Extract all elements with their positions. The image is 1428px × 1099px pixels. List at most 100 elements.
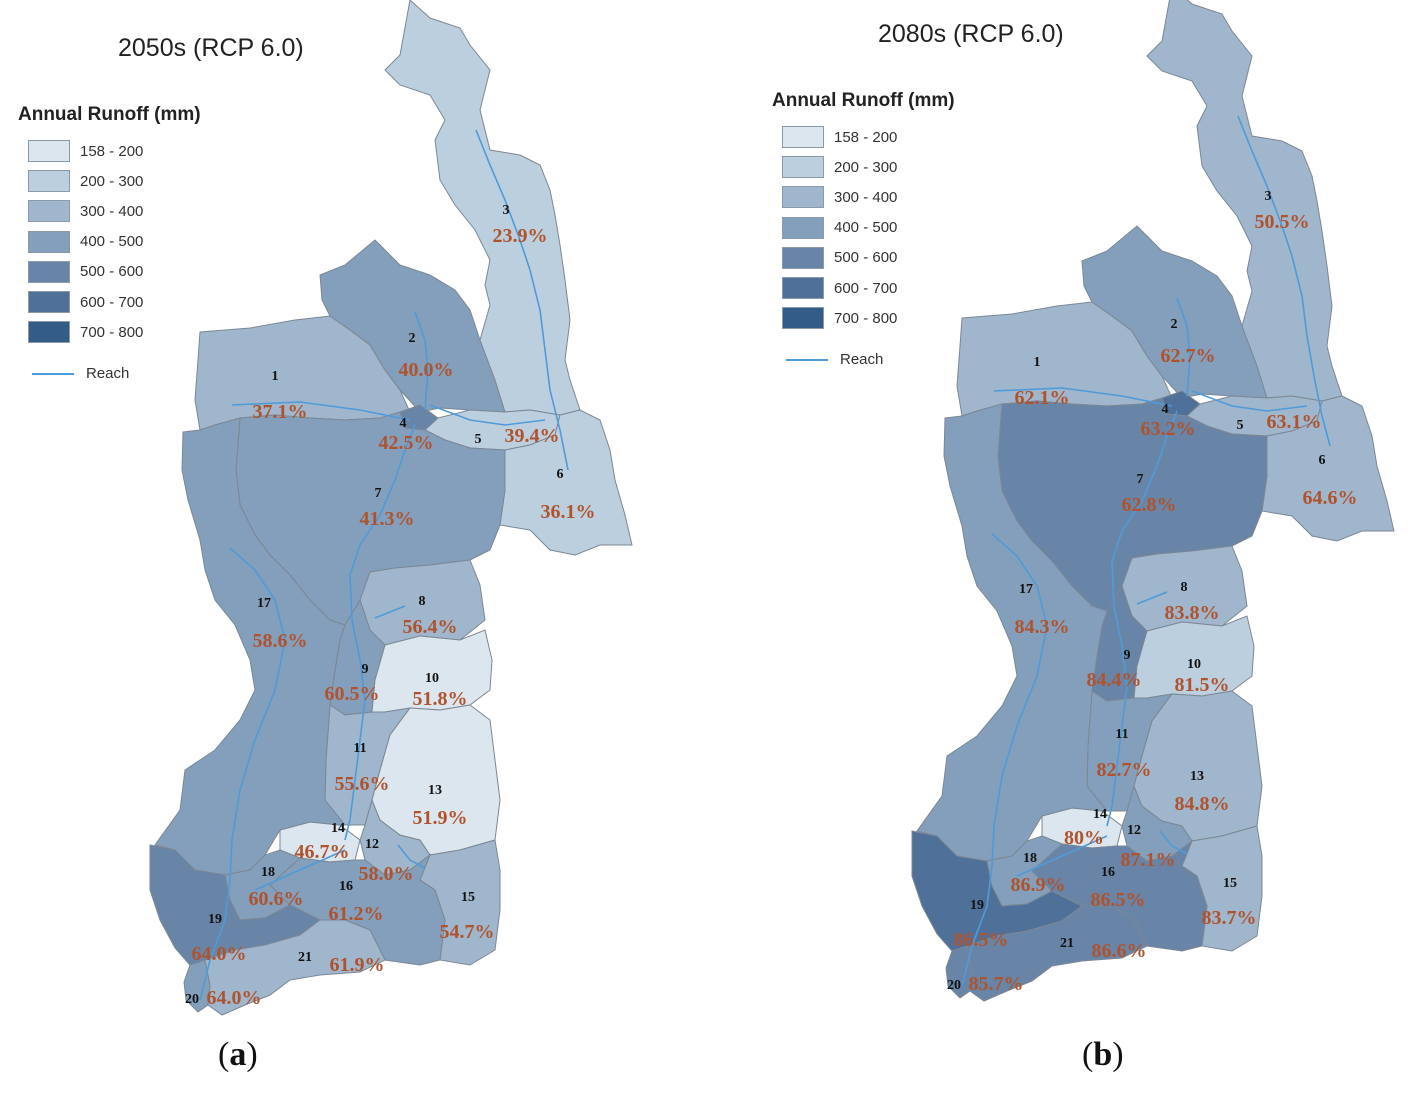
subbasin-id-label: 6 xyxy=(1319,453,1326,468)
subbasin-percent-label: 23.9% xyxy=(493,225,548,247)
subbasin-id-label: 17 xyxy=(257,596,271,611)
legend-label: 158 - 200 xyxy=(834,128,898,146)
subbasin-id-label: 21 xyxy=(298,950,312,965)
subbasin-id-label: 15 xyxy=(461,890,475,905)
legend-label: 700 - 800 xyxy=(80,323,144,341)
legend-label: 300 - 400 xyxy=(834,188,898,206)
legend-swatch xyxy=(782,186,824,209)
subbasin-id-label: 20 xyxy=(947,978,961,993)
subbasin-id-label: 14 xyxy=(1093,807,1107,822)
subbasin-percent-label: 58.6% xyxy=(253,630,308,652)
legend-item: 158 - 200 xyxy=(18,136,201,166)
legend-label: 600 - 700 xyxy=(80,293,144,311)
panel-label: (b) xyxy=(1082,1036,1124,1073)
subbasin-id-label: 20 xyxy=(185,992,199,1007)
subbasin-percent-label: 62.8% xyxy=(1122,494,1177,516)
subbasin-id-label: 21 xyxy=(1060,936,1074,951)
subbasin-id-label: 1 xyxy=(272,369,279,384)
subbasin-id-label: 11 xyxy=(353,741,366,756)
subbasin-percent-label: 84.4% xyxy=(1087,669,1142,691)
subbasin-id-label: 19 xyxy=(208,912,222,927)
subbasin-percent-label: 64.0% xyxy=(207,987,262,1009)
subbasin-id-label: 8 xyxy=(419,594,426,609)
legend-item: 500 - 600 xyxy=(772,243,955,273)
subbasin-percent-label: 61.2% xyxy=(329,903,384,925)
subbasin-percent-label: 63.1% xyxy=(1267,411,1322,433)
subbasin-17 xyxy=(154,417,347,876)
subbasin-id-label: 16 xyxy=(339,879,353,894)
subbasin-percent-label: 84.3% xyxy=(1015,616,1070,638)
legend-item: 700 - 800 xyxy=(18,317,201,347)
subbasin-percent-label: 86.9% xyxy=(1011,874,1066,896)
subbasin-percent-label: 64.6% xyxy=(1303,487,1358,509)
subbasin-percent-label: 51.8% xyxy=(413,688,468,710)
subbasin-percent-label: 86.5% xyxy=(1091,889,1146,911)
subbasin-percent-label: 83.8% xyxy=(1165,602,1220,624)
reach-line-icon xyxy=(786,358,828,361)
subbasin-percent-label: 58.0% xyxy=(359,863,414,885)
subbasin-id-label: 13 xyxy=(428,783,442,798)
map-title: 2050s (RCP 6.0) xyxy=(118,34,304,62)
legend-item: 200 - 300 xyxy=(18,166,201,196)
subbasin-map: 1 37.1% 2 40.0% 3 23.9% 442.5% 5 39.4% 6 36.1% 7 41.… xyxy=(149,0,633,1016)
legend-item: 158 - 200 xyxy=(772,122,955,152)
legend-swatch xyxy=(28,230,70,253)
legend-item: 700 - 800 xyxy=(772,303,955,333)
legend-swatch xyxy=(782,126,824,149)
subbasin-id-label: 12 xyxy=(1127,823,1141,838)
subbasin-id-label: 7 xyxy=(1137,472,1144,487)
legend-item: 300 - 400 xyxy=(18,196,201,226)
subbasin-percent-label: 42.5% xyxy=(379,432,434,454)
legend-swatch xyxy=(28,170,70,193)
subbasin-percent-label: 50.5% xyxy=(1255,211,1310,233)
legend-item-reach: Reach xyxy=(772,351,955,368)
subbasin-id-label: 5 xyxy=(1237,418,1244,433)
subbasin-percent-label: 82.7% xyxy=(1097,759,1152,781)
subbasin-percent-label: 46.7% xyxy=(295,841,350,863)
reach-network xyxy=(961,115,1331,987)
subbasin-id-label: 10 xyxy=(1187,657,1201,672)
subbasin-id-label: 12 xyxy=(365,837,379,852)
subbasin-id-label: 3 xyxy=(503,203,510,218)
legend-item: 600 - 700 xyxy=(18,287,201,317)
legend-label: 500 - 600 xyxy=(834,249,898,267)
subbasin-percent-label: 60.6% xyxy=(249,888,304,910)
legend-swatch xyxy=(782,277,824,300)
subbasin-id-label: 17 xyxy=(1019,582,1033,597)
subbasin-percent-label: 39.4% xyxy=(505,425,560,447)
subbasin-percent-label: 56.4% xyxy=(403,616,458,638)
subbasin-percent-label: 83.7% xyxy=(1202,907,1257,929)
subbasin-id-label: 2 xyxy=(409,331,416,346)
legend-item: 200 - 300 xyxy=(772,152,955,182)
subbasin-percent-label: 62.1% xyxy=(1015,387,1070,409)
panel-label: (a) xyxy=(218,1036,258,1073)
reach-network xyxy=(199,129,569,1001)
legend-label: 200 - 300 xyxy=(80,172,144,190)
legend-item-reach: Reach xyxy=(18,365,201,382)
reach-line-icon xyxy=(32,372,74,375)
subbasin-id-label: 14 xyxy=(331,821,345,836)
subbasin-percent-label: 62.7% xyxy=(1161,345,1216,367)
subbasin-percent-label: 81.5% xyxy=(1175,674,1230,696)
legend-label: 500 - 600 xyxy=(80,263,144,281)
subbasin-21 xyxy=(966,905,1148,1002)
subbasin-percent-label: 87.1% xyxy=(1121,849,1176,871)
subbasin-id-label: 11 xyxy=(1115,727,1128,742)
legend-item: 400 - 500 xyxy=(18,227,201,257)
subbasin-id-label: 16 xyxy=(1101,865,1115,880)
subbasin-id-label: 13 xyxy=(1190,769,1204,784)
legend-label: 400 - 500 xyxy=(834,219,898,237)
subbasin-percent-label: 40.0% xyxy=(399,359,454,381)
subbasin-percent-label: 60.5% xyxy=(325,683,380,705)
subbasin-percent-label: 55.6% xyxy=(335,773,390,795)
subbasin-id-label: 6 xyxy=(557,467,564,482)
subbasin-percent-label: 61.9% xyxy=(330,954,385,976)
legend: Annual Runoff (mm) 158 - 200 200 - 300 300… xyxy=(18,104,201,382)
subbasin-id-label: 9 xyxy=(1124,648,1131,663)
legend: Annual Runoff (mm) 158 - 200 200 - 300 300… xyxy=(772,90,955,368)
subbasin-percent-label: 80% xyxy=(1064,827,1104,849)
map-title: 2080s (RCP 6.0) xyxy=(878,20,1064,48)
legend-item: 500 - 600 xyxy=(18,257,201,287)
subbasin-id-label: 4 xyxy=(400,416,407,431)
legend-swatch xyxy=(782,246,824,269)
